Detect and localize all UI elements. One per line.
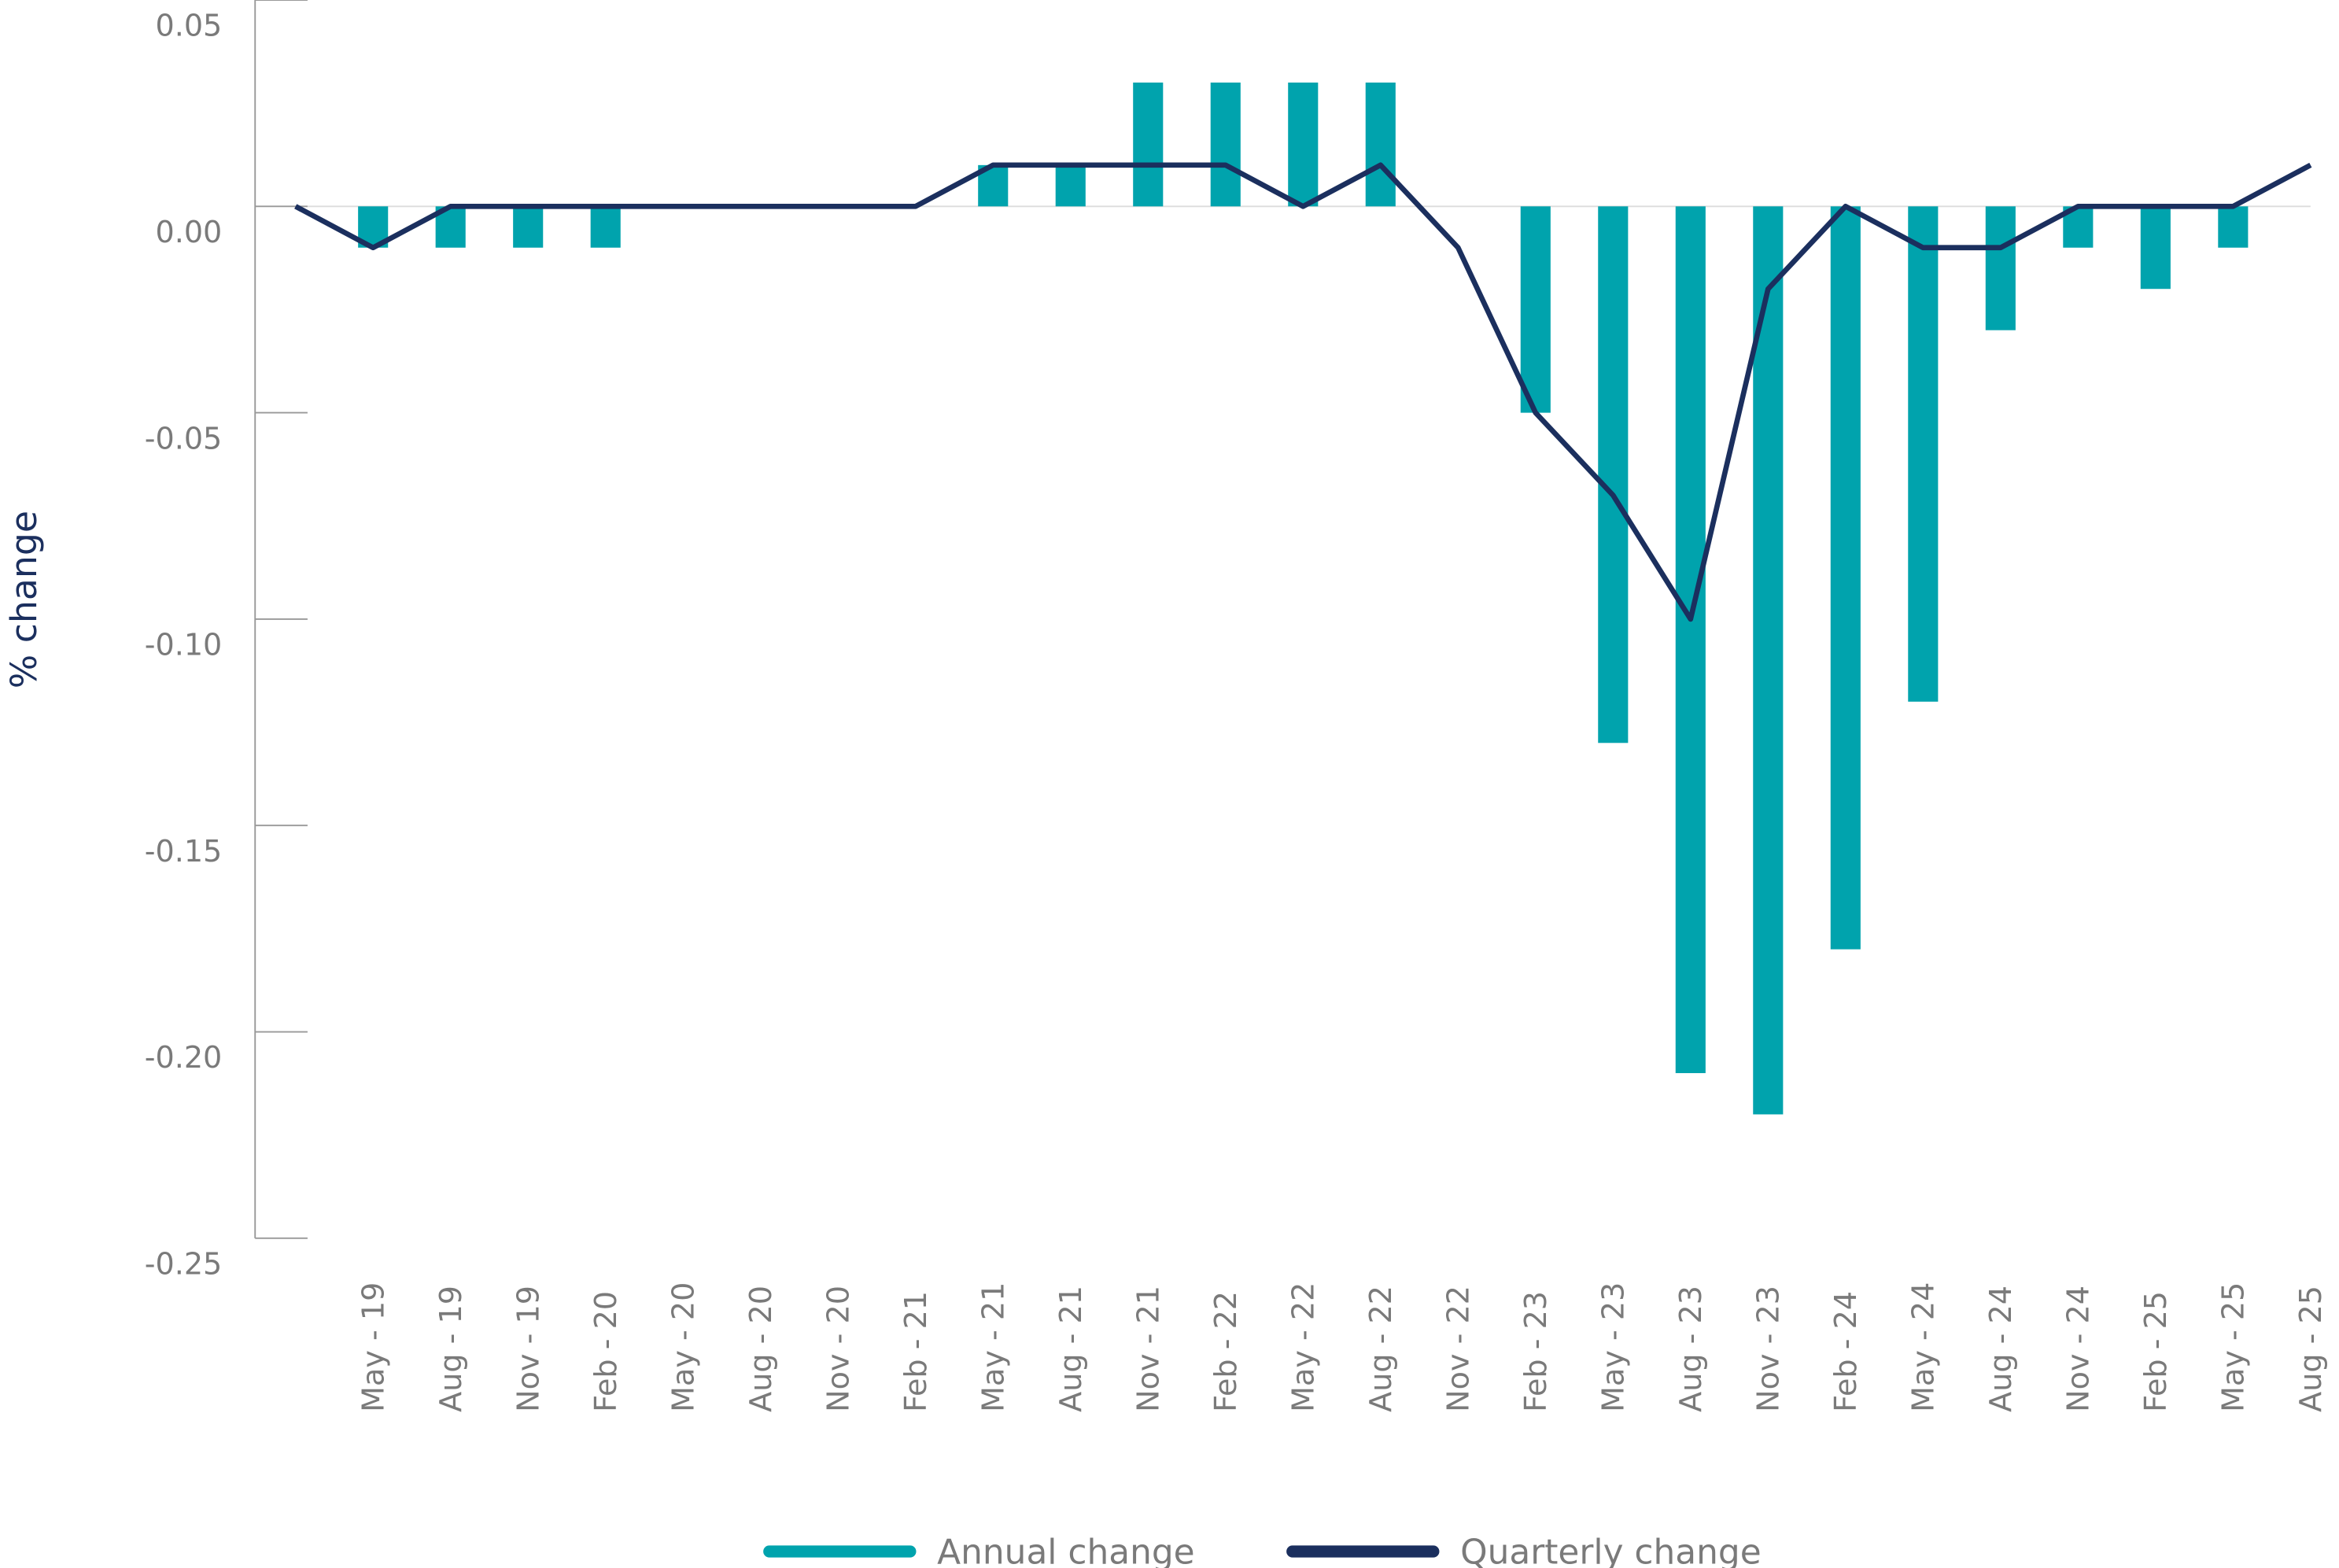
x-tick-label: Nov - 22 (1441, 1286, 1476, 1412)
bar (1210, 82, 1241, 207)
x-tick-label: Aug - 22 (1363, 1286, 1398, 1412)
y-axis-label: % change (3, 511, 45, 688)
x-tick-label: May - 25 (2216, 1282, 2251, 1412)
x-tick-label: May - 21 (976, 1282, 1011, 1412)
x-tick-label: Feb - 20 (588, 1291, 623, 1412)
bar (1365, 82, 1396, 207)
x-tick-label: Nov - 21 (1131, 1286, 1166, 1412)
bar (1520, 206, 1551, 413)
y-tick-label: 0.00 (155, 215, 222, 249)
bar (1598, 206, 1629, 743)
bar (2140, 206, 2171, 290)
x-tick-label: Nov - 19 (511, 1286, 546, 1412)
x-tick-label: Aug - 20 (743, 1286, 778, 1412)
bar (513, 206, 544, 248)
y-tick-label: -0.25 (145, 1247, 223, 1282)
legend-label: Quarterly change (1460, 1532, 1762, 1568)
bar (2218, 206, 2249, 248)
bar (1985, 206, 2016, 330)
y-tick-label: -0.20 (145, 1040, 223, 1075)
legend-label: Annual change (937, 1532, 1194, 1568)
x-tick-label: Feb - 25 (2138, 1291, 2173, 1412)
bar (1675, 206, 1706, 1073)
x-tick-label: Nov - 24 (2061, 1286, 2096, 1412)
y-tick-label: -0.15 (145, 834, 223, 869)
x-tick-label: Feb - 22 (1208, 1291, 1243, 1412)
y-tick-label: -0.05 (145, 421, 223, 456)
bar (1830, 206, 1861, 950)
x-tick-label: Nov - 23 (1751, 1286, 1786, 1412)
x-tick-label: May - 19 (356, 1282, 391, 1412)
x-tick-label: Feb - 21 (898, 1291, 933, 1412)
x-tick-label: Aug - 25 (2293, 1286, 2328, 1412)
x-tick-label: Nov - 20 (821, 1286, 856, 1412)
x-tick-label: Feb - 24 (1828, 1291, 1863, 1412)
x-tick-label: Aug - 23 (1673, 1286, 1708, 1412)
x-tick-label: Aug - 21 (1053, 1286, 1088, 1412)
bar (1753, 206, 1784, 1115)
bar (590, 206, 621, 248)
y-tick-label: 0.05 (155, 9, 222, 43)
bar (1133, 82, 1164, 207)
x-tick-label: Aug - 24 (1983, 1286, 2018, 1412)
x-tick-label: Feb - 23 (1518, 1291, 1553, 1412)
bar (1908, 206, 1939, 702)
line (294, 162, 2312, 622)
x-tick-label: May - 23 (1596, 1282, 1631, 1412)
y-tick-label: -0.10 (145, 628, 223, 662)
x-tick-label: May - 24 (1906, 1282, 1941, 1412)
x-tick-label: May - 20 (666, 1282, 701, 1412)
x-tick-label: Aug - 19 (433, 1286, 468, 1412)
x-tick-label: May - 22 (1286, 1282, 1321, 1412)
bar (1055, 164, 1086, 207)
bar (1288, 82, 1319, 207)
